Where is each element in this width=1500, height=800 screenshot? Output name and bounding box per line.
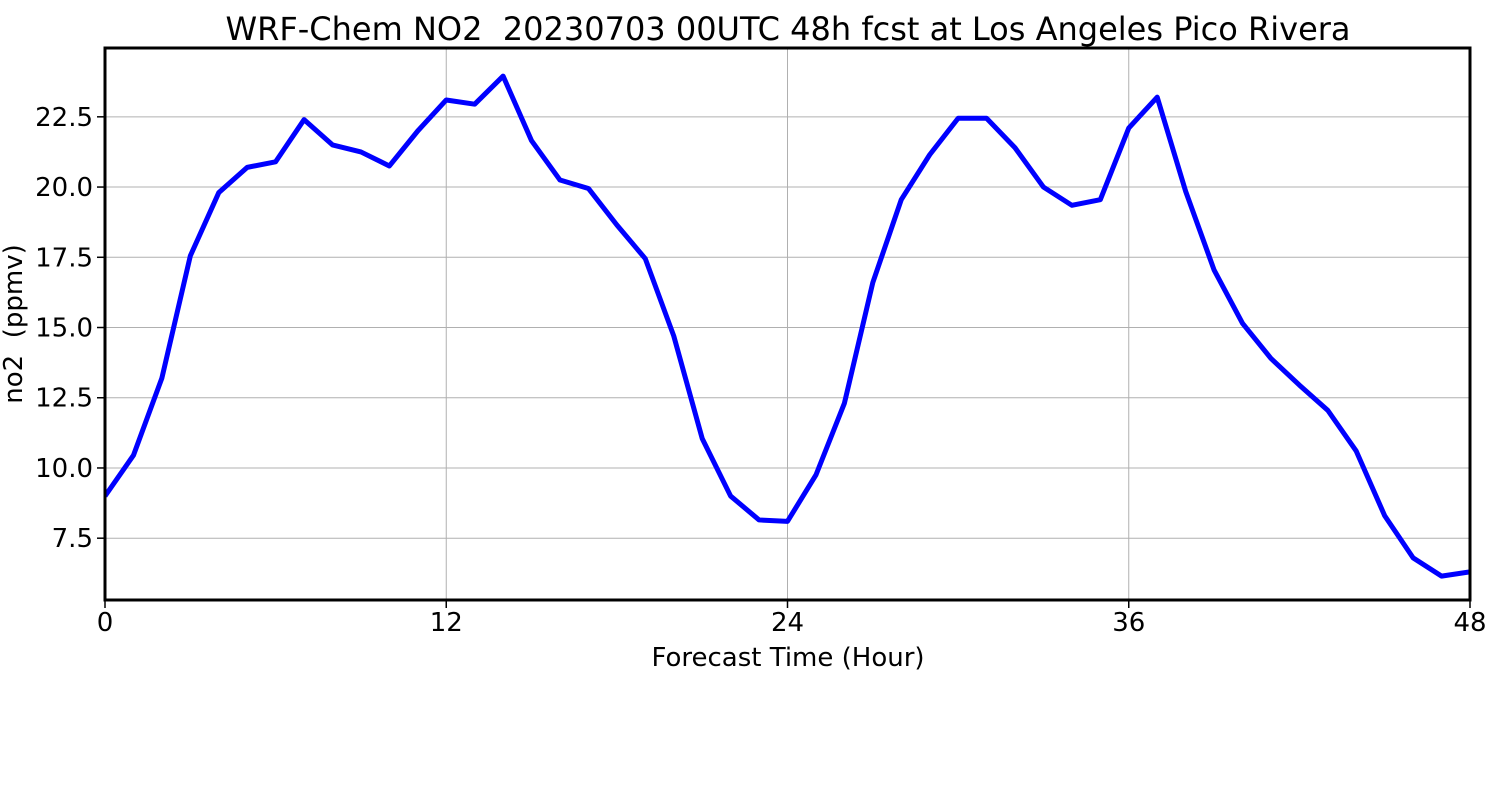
y-tick-label: 10.0 [35,454,93,484]
y-axis-label: no2 (ppmv) [0,244,29,403]
x-tick-label: 48 [1453,608,1486,638]
y-tick-label: 12.5 [35,384,93,414]
x-tick-label: 24 [771,608,804,638]
series-line [105,73,1470,579]
x-tick-label: 12 [430,608,463,638]
y-tick-label: 17.5 [35,243,93,273]
axis-ticks: 0 12 24 36 48 7.5 10.0 12.5 15.0 17.5 20.0 22.5 [35,103,1486,638]
x-tick-label: 0 [97,608,114,638]
y-tick-label: 22.5 [35,103,93,133]
y-tick-label: 7.5 [52,524,93,554]
y-tick-label: 15.0 [35,314,93,344]
x-axis-label: Forecast Time (Hour) [651,643,924,673]
chart-title: WRF-Chem NO2 20230703 00UTC 48h fcst at … [225,10,1350,48]
y-tick-label: 20.0 [35,173,93,203]
grid-lines [105,48,1470,600]
x-tick-label: 36 [1112,608,1145,638]
series-layer [105,73,1470,579]
